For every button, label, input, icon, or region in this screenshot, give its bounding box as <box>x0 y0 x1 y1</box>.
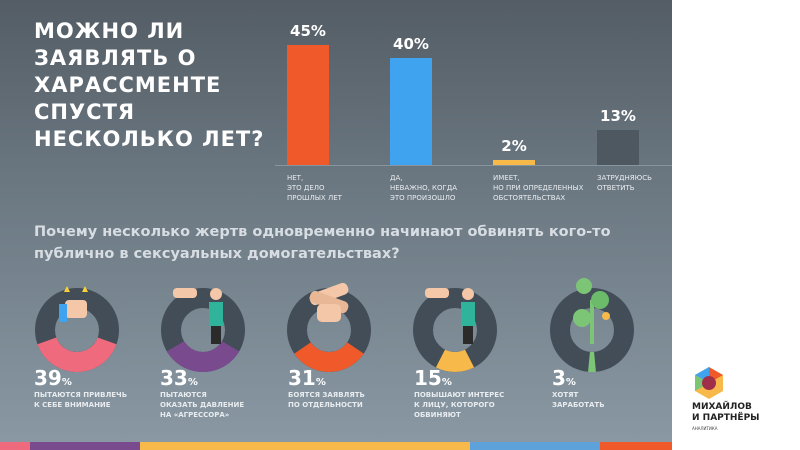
thumbs-up-stars-icon <box>59 286 88 322</box>
donut-segment <box>166 341 240 372</box>
stat: 33% ПЫТАЮТСЯ ОКАЗАТЬ ДАВЛЕНИЕ НА «АГРЕСС… <box>160 366 270 420</box>
bar-value: 45% <box>290 22 326 40</box>
stripe-segment <box>470 442 600 450</box>
stat: 3% ХОТЯТ ЗАРАБОТАТЬ <box>552 366 662 410</box>
donut-segment <box>294 342 364 373</box>
infographic: МОЖНО ЛИ ЗАЯВЛЯТЬ О ХАРАССМЕНТЕ СПУСТЯ Н… <box>0 0 672 450</box>
bar-value: 40% <box>393 35 429 54</box>
stat: 15% ПОВЫШАЮТ ИНТЕРЕС К ЛИЦУ, КОТОРОГО ОБ… <box>414 366 524 420</box>
thumbs-up-person-icon <box>425 288 475 344</box>
bar-value: 13% <box>600 107 636 126</box>
bar <box>597 130 639 165</box>
stat-value: 33% <box>160 366 198 390</box>
pointing-hand-person-icon <box>173 288 223 344</box>
stripe-segment <box>30 442 140 450</box>
stat: 39% ПЫТАЮТСЯ ПРИВЛЕЧЬ К СЕБЕ ВНИМАНИЕ <box>34 366 144 410</box>
donut-segment <box>37 337 117 373</box>
donut <box>287 282 371 373</box>
bar-label: ДА, НЕВАЖНО, КОГДА ЭТО ПРОИЗОШЛО <box>390 174 458 202</box>
logo-hexagon-icon <box>695 367 723 399</box>
donut-segment <box>588 351 596 372</box>
bar-label: ЗАТРУДНЯЮСЬ ОТВЕТИТЬ <box>597 174 652 192</box>
stripe-segment <box>140 442 470 450</box>
logo-sub: АНАЛИТИКА <box>692 426 718 431</box>
stat-value: 15% <box>414 366 452 390</box>
bar <box>493 159 535 165</box>
bar-value: 2% <box>501 136 527 155</box>
logo: МИХАЙЛОВ И ПАРТНЁРЫ АНАЛИТИКА <box>692 366 760 431</box>
stat: 31% БОЯТСЯ ЗАЯВЛЯТЬ ПО ОТДЕЛЬНОСТИ <box>288 366 398 410</box>
stripe-segment <box>600 442 672 450</box>
stacked-hands-icon <box>309 282 349 322</box>
donut <box>413 288 497 372</box>
stripe-segment <box>0 442 30 450</box>
stat-label: ПЫТАЮТСЯ ОКАЗАТЬ ДАВЛЕНИЕ НА «АГРЕССОРА» <box>160 391 245 419</box>
money-tree-icon <box>573 278 610 344</box>
stat-value: 39% <box>34 366 72 390</box>
donut-charts <box>35 278 634 373</box>
stat-label: ПОВЫШАЮТ ИНТЕРЕС К ЛИЦУ, КОТОРОГО ОБВИНЯ… <box>414 391 505 419</box>
stat-label: ПЫТАЮТСЯ ПРИВЛЕЧЬ К СЕБЕ ВНИМАНИЕ <box>34 391 128 409</box>
logo-name: МИХАЙЛОВ И ПАРТНЁРЫ <box>692 402 760 423</box>
donut <box>35 286 119 373</box>
question-heading: Почему несколько жертв одновременно начи… <box>34 224 611 262</box>
stat-value: 3% <box>552 366 576 390</box>
bar-label: ИМЕЕТ, НО ПРИ ОПРЕДЕЛЕННЫХ ОБСТОЯТЕЛЬСТВ… <box>493 174 584 202</box>
donut-segment <box>435 349 475 372</box>
chart-baseline <box>275 165 672 166</box>
bar <box>390 58 432 165</box>
bar <box>287 45 329 165</box>
color-stripe <box>0 442 672 450</box>
donut <box>161 288 245 372</box>
stat-label: БОЯТСЯ ЗАЯВЛЯТЬ ПО ОТДЕЛЬНОСТИ <box>288 391 365 409</box>
stat-label: ХОТЯТ ЗАРАБОТАТЬ <box>552 391 605 409</box>
stat-value: 31% <box>288 366 326 390</box>
bar-label: НЕТ, ЭТО ДЕЛО ПРОШЛЫХ ЛЕТ <box>287 174 342 202</box>
page-title: МОЖНО ЛИ ЗАЯВЛЯТЬ О ХАРАССМЕНТЕ СПУСТЯ Н… <box>34 19 265 151</box>
donut <box>550 278 634 372</box>
